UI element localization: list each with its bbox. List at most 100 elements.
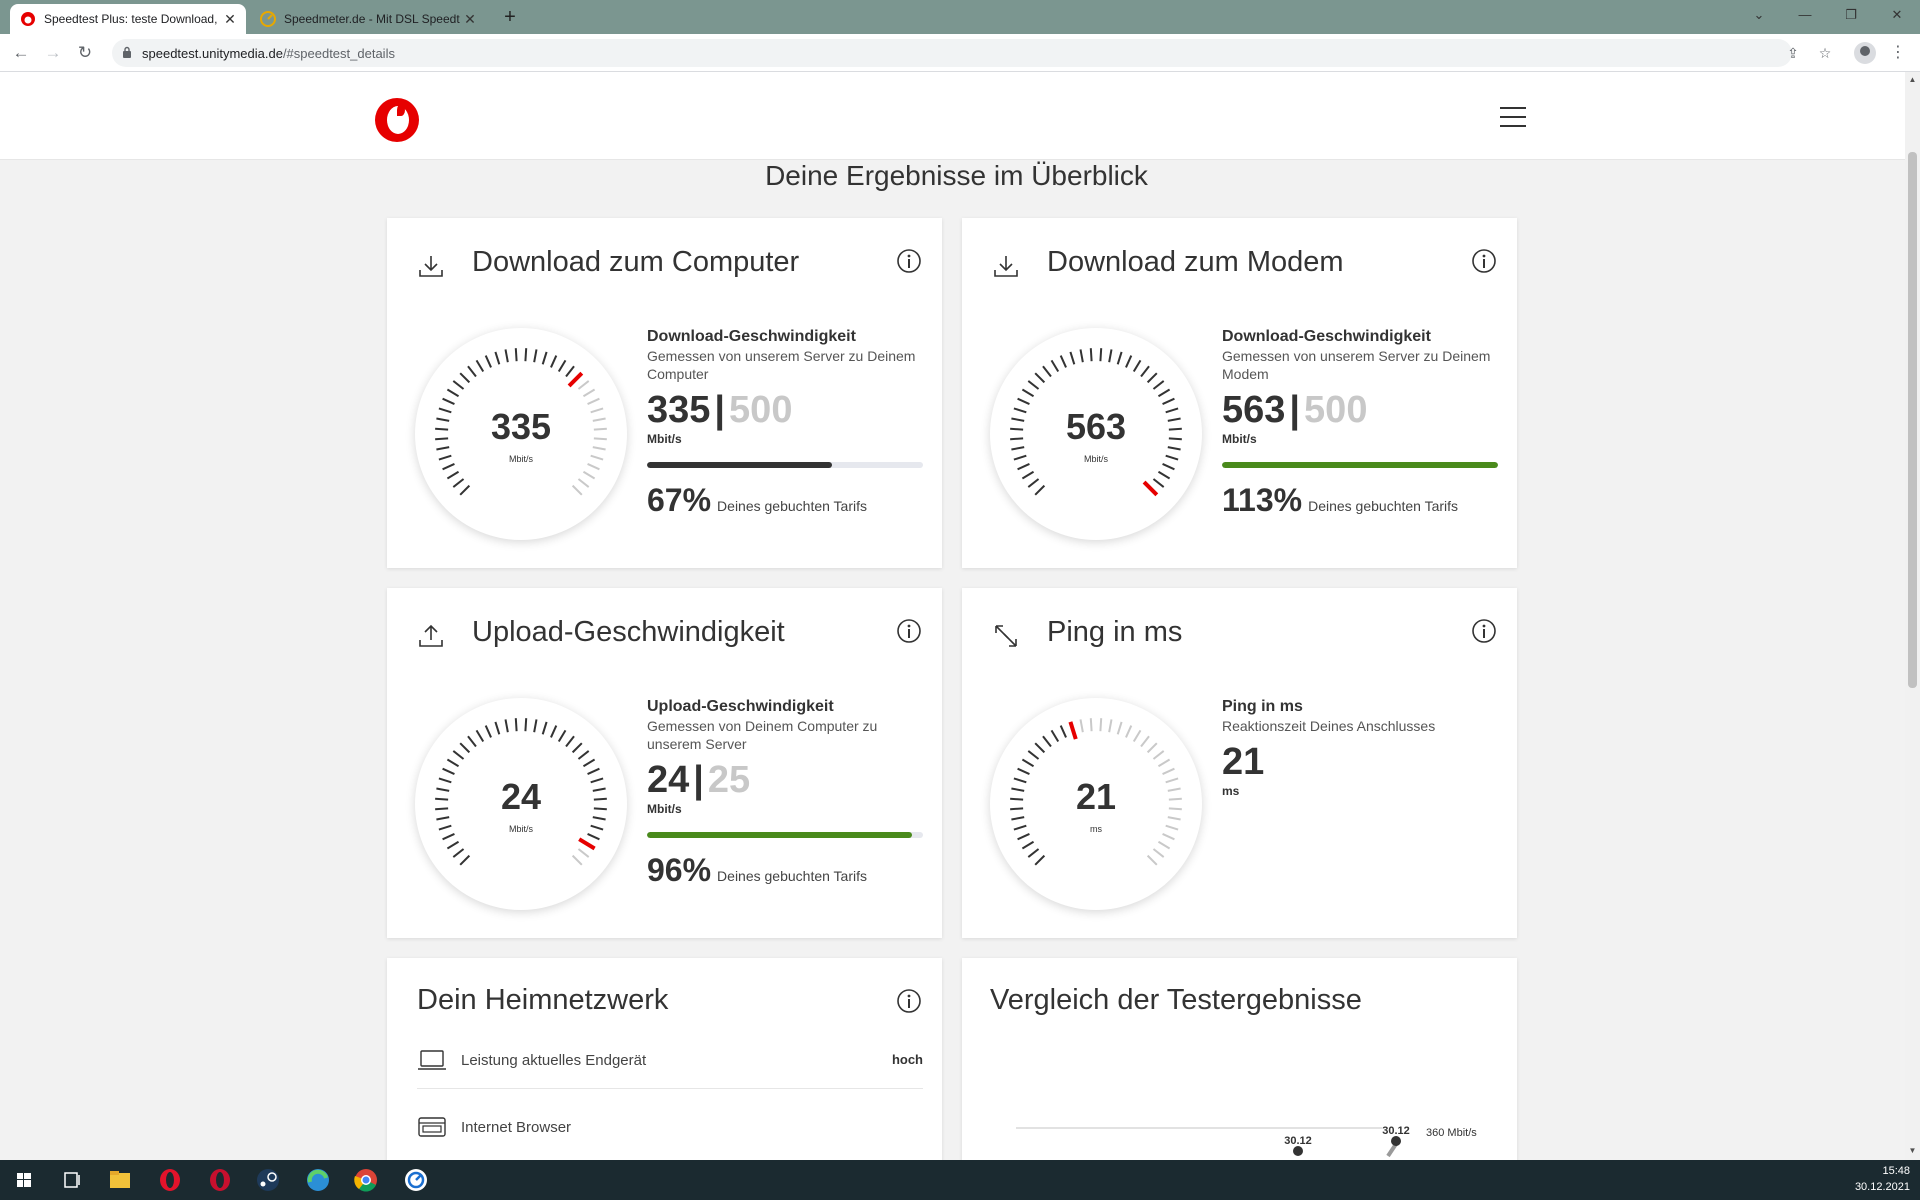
tariff-progress-bar <box>647 832 923 838</box>
gauge-tick <box>582 470 596 480</box>
gauge-tick <box>590 454 604 461</box>
download-icon <box>419 256 443 277</box>
gauge-tick <box>442 833 455 841</box>
speedtest-app-icon[interactable] <box>396 1164 436 1196</box>
gauge-tick <box>446 758 460 768</box>
close-tab-icon[interactable]: ✕ <box>464 11 476 27</box>
speed-unit: Mbit/s <box>647 432 682 446</box>
gauge-tick <box>577 380 590 390</box>
scroll-up-icon[interactable]: ▲ <box>1908 75 1917 84</box>
vodafone-logo[interactable] <box>375 98 419 142</box>
comparison-point[interactable] <box>1293 1146 1303 1156</box>
percent-value: 113% <box>1222 482 1303 518</box>
gauge-ticks <box>435 718 607 866</box>
speedmeter-favicon-icon <box>260 11 276 27</box>
comparison-point[interactable] <box>1391 1136 1401 1146</box>
gauge-tick <box>557 729 567 743</box>
gauge-unit: Mbit/s <box>508 824 533 834</box>
gauge-tick <box>1013 454 1027 461</box>
close-window-button[interactable]: ✕ <box>1891 7 1903 22</box>
close-tab-icon[interactable]: ✕ <box>224 11 236 27</box>
card-title: Download zum Modem <box>1047 246 1344 278</box>
gauge-tick <box>533 349 538 363</box>
gauge-tick <box>1017 463 1030 471</box>
page-scrollbar[interactable]: ▲ ▼ <box>1905 72 1920 1160</box>
address-bar[interactable]: speedtest.unitymedia.de/#speedtest_detai… <box>112 39 1831 67</box>
scrollbar-thumb[interactable] <box>1908 152 1917 688</box>
forward-button[interactable]: → <box>44 43 62 62</box>
reload-button[interactable]: ↻ <box>77 43 93 62</box>
metric-label: Download-Geschwindigkeit <box>1222 328 1431 345</box>
comparison-chart: 360 Mbit/s 30.12 30.12 <box>1016 1125 1477 1158</box>
gauge-tick <box>593 807 607 811</box>
steam-icon[interactable] <box>248 1164 288 1196</box>
laptop-icon <box>418 1050 446 1070</box>
download-modem-details: Download-Geschwindigkeit Gemessen von un… <box>1222 328 1502 446</box>
booked-value: 500 <box>729 389 793 431</box>
measured-vs-booked: 563 | 500 <box>1222 389 1368 431</box>
gauge-tick <box>435 807 449 811</box>
gauge-needle <box>1142 480 1159 497</box>
download-modem-gauge: 563 Mbit/s <box>990 328 1202 540</box>
gauge-tick <box>1099 718 1103 732</box>
tariff-progress-fill <box>647 832 912 838</box>
hamburger-menu-icon[interactable] <box>1500 107 1526 127</box>
percent-value: 96% <box>647 852 712 888</box>
windows-start-icon[interactable] <box>4 1164 44 1196</box>
gauge-tick <box>438 407 452 414</box>
file-explorer-icon[interactable] <box>100 1164 140 1196</box>
gauge-tick <box>1089 718 1093 732</box>
gauge-tick <box>1165 824 1179 831</box>
gauge-tick <box>571 854 583 866</box>
tariff-progress-bar <box>647 462 923 468</box>
browser-menu-icon[interactable]: ⋮ <box>1890 44 1906 61</box>
info-icon[interactable] <box>1471 618 1497 644</box>
gauge-tick <box>587 767 600 775</box>
new-tab-button[interactable]: + <box>504 6 516 28</box>
gauge-tick <box>459 484 471 496</box>
tab-speedmeter[interactable]: Speedmeter.de - Mit DSL Speedt ✕ <box>250 4 486 34</box>
task-view-icon[interactable] <box>52 1164 92 1196</box>
url-text: speedtest.unitymedia.de/#speedtest_detai… <box>142 46 395 61</box>
opera-gx-icon[interactable] <box>200 1164 240 1196</box>
bookmark-star-icon[interactable]: ☆ <box>1818 45 1832 61</box>
gauge-tick <box>1013 777 1027 784</box>
chrome-icon[interactable] <box>346 1164 386 1196</box>
profile-avatar-icon[interactable] <box>1854 42 1876 64</box>
gauge-tick <box>1168 797 1182 801</box>
info-icon[interactable] <box>896 248 922 274</box>
gauge-tick <box>1162 463 1175 471</box>
gauge-tick <box>1011 787 1025 792</box>
minimize-button[interactable]: — <box>1798 7 1812 22</box>
clock-time: 15:48 <box>1882 1165 1910 1177</box>
percent-text: Deines gebuchten Tarifs <box>717 498 867 514</box>
gauge-tick <box>435 427 449 431</box>
restore-button[interactable]: ❐ <box>1845 7 1857 22</box>
gauge-tick <box>446 470 460 480</box>
info-icon[interactable] <box>896 618 922 644</box>
gauge-tick <box>1146 372 1158 384</box>
gauge-tick <box>1017 767 1030 775</box>
gauge-tick <box>459 742 471 754</box>
opera-icon[interactable] <box>150 1164 190 1196</box>
percent-value: 67% <box>647 482 712 518</box>
gauge-tick <box>494 721 501 735</box>
gauge-tick <box>1034 372 1046 384</box>
system-clock[interactable]: 15:48 30.12.2021 <box>1855 1163 1910 1195</box>
tab-speedtest-plus[interactable]: Speedtest Plus: teste Download, ✕ <box>10 4 246 34</box>
share-icon[interactable]: ⇪ <box>1787 45 1799 61</box>
gauge-tick <box>1152 478 1165 488</box>
info-icon[interactable] <box>896 988 922 1014</box>
gauge-tick <box>475 729 485 743</box>
gauge-tick <box>1050 729 1060 743</box>
edge-icon[interactable] <box>298 1164 338 1196</box>
metric-description: Gemessen von Deinem Computer zu unserem … <box>647 718 878 752</box>
gauge-tick <box>446 840 460 850</box>
info-icon[interactable] <box>1471 248 1497 274</box>
tab-search-icon[interactable]: ⌄ <box>1753 7 1765 22</box>
scroll-down-icon[interactable]: ▼ <box>1908 1146 1917 1155</box>
section-title: Deine Ergebnisse im Überblick <box>765 160 1148 191</box>
back-button[interactable]: ← <box>12 43 30 62</box>
gauge-tick <box>590 407 604 414</box>
gauge-tick <box>438 777 452 784</box>
